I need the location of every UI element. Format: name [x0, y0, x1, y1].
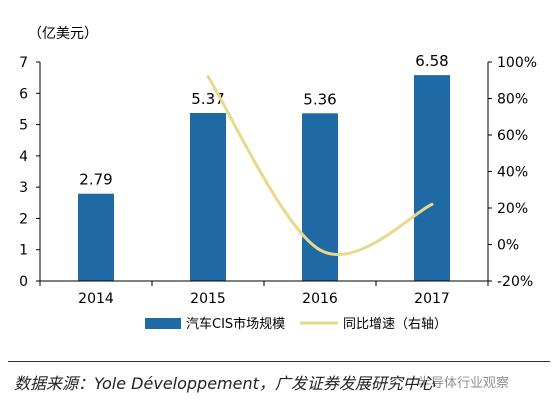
right-axis-tick-label: -20% [497, 274, 533, 290]
right-axis-tick-label: 100% [497, 55, 537, 71]
footer-divider [8, 361, 550, 362]
x-axis-category-label: 2015 [190, 291, 226, 307]
left-axis-tick-label: 1 [19, 243, 28, 259]
x-axis-category-label: 2016 [302, 291, 338, 307]
left-axis-tick-label: 7 [19, 55, 28, 71]
left-axis-tick-label: 4 [19, 149, 28, 165]
bar-data-label: 5.36 [303, 90, 336, 108]
bar [190, 112, 226, 281]
bar-series [78, 75, 450, 282]
left-axis-tick-label: 3 [19, 180, 28, 196]
right-axis: -20% 0% 20% 40% 60% 80% 100% [487, 55, 537, 290]
bar-data-label: 5.37 [191, 90, 224, 108]
right-axis-tick-label: 20% [497, 201, 528, 217]
right-axis-tick-label: 0% [497, 238, 519, 254]
right-axis-tick-label: 40% [497, 165, 528, 181]
bar [302, 113, 338, 282]
x-axis-category-label: 2017 [414, 291, 450, 307]
left-axis-tick-label: 2 [19, 211, 28, 227]
left-axis-tick-label: 6 [19, 86, 28, 102]
bar-data-label: 6.58 [415, 52, 448, 70]
right-axis-tick-label: 60% [497, 128, 528, 144]
legend-bar-swatch [145, 318, 181, 329]
bar [414, 75, 450, 281]
legend: 汽车CIS市场规模 同比增速（右轴） [145, 316, 447, 332]
right-axis-tick-label: 80% [497, 92, 528, 108]
legend-bar-label: 汽车CIS市场规模 [186, 316, 285, 332]
legend-line-label: 同比增速（右轴） [343, 317, 447, 332]
chart: （亿美元） 0 1 2 3 4 5 6 7 -20% 0% 20% 40% 60% 80% 100% 2.… [19, 26, 537, 332]
growth-line [206, 75, 434, 257]
left-axis: 0 1 2 3 4 5 6 7 [19, 55, 41, 290]
left-axis-tick-label: 5 [19, 118, 28, 134]
x-axis-category-label: 2014 [78, 291, 114, 307]
bar [78, 193, 114, 281]
left-axis-unit-label: （亿美元） [28, 26, 98, 42]
watermark-text: 半导体行业观察 [418, 376, 510, 391]
bar-data-labels: 2.79 5.37 5.36 6.58 [79, 52, 448, 189]
left-axis-tick-label: 0 [19, 274, 28, 290]
source-note: 数据来源：Yole Développement，广发证券发展研究中心 [14, 374, 435, 393]
growth-line-series [206, 75, 434, 257]
x-axis: 2014 2015 2016 2017 [39, 280, 489, 307]
bar-data-label: 2.79 [79, 171, 112, 189]
